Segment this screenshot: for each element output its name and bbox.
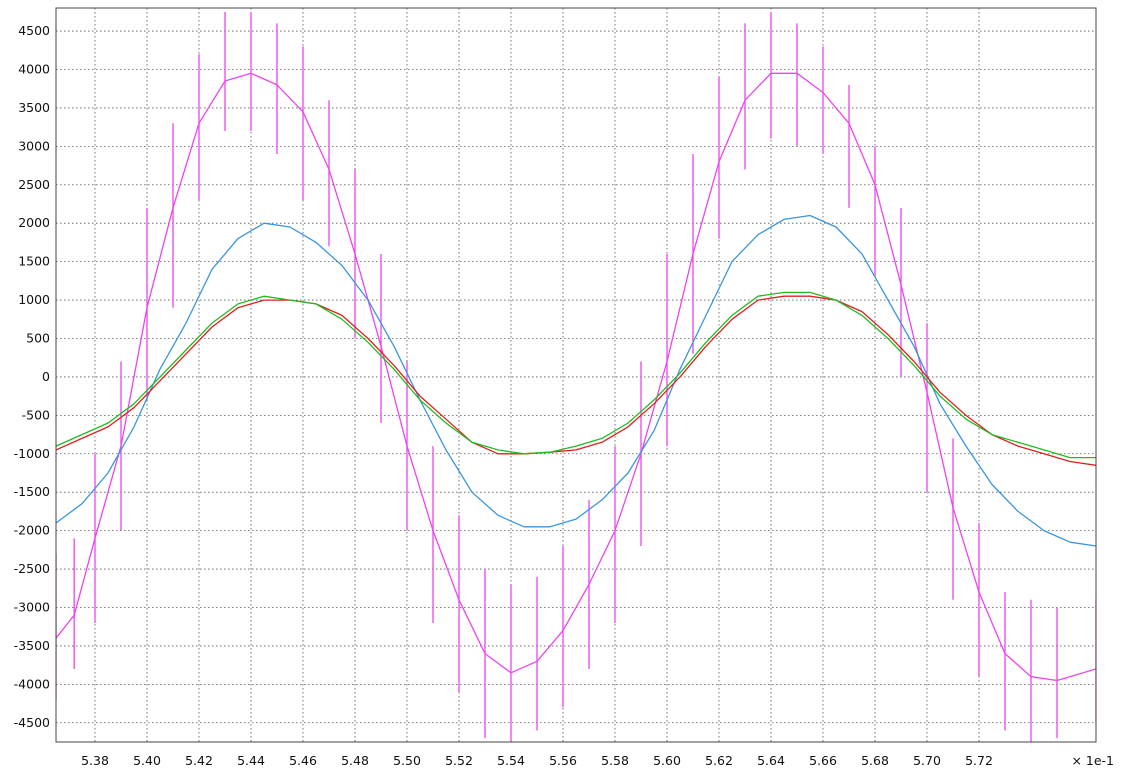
y-tick-label: -4500 <box>14 715 50 730</box>
series-red <box>56 295 1096 466</box>
y-tick-label: -2500 <box>14 561 50 576</box>
x-tick-label: 5.48 <box>341 753 369 768</box>
y-tick-label: -1000 <box>14 446 50 461</box>
x-tick-label: 5.68 <box>861 753 889 768</box>
series-green <box>56 291 1096 459</box>
y-tick-label: -500 <box>22 407 50 422</box>
x-tick-label: 5.54 <box>497 753 525 768</box>
y-tick-label: 500 <box>26 330 50 345</box>
y-tick-label: -3500 <box>14 638 50 653</box>
x-tick-label: 5.58 <box>601 753 629 768</box>
series-magenta <box>56 11 1096 742</box>
y-axis-ticks: 4500 4000 3500 3000 2500 2000 1500 1000 500 0 -500… <box>14 23 50 730</box>
y-tick-label: 3000 <box>18 138 50 153</box>
x-tick-label: 5.42 <box>185 753 213 768</box>
x-tick-label: 5.44 <box>237 753 265 768</box>
x-tick-label: 5.72 <box>965 753 993 768</box>
y-tick-label: 2000 <box>18 215 50 230</box>
x-tick-label: 5.46 <box>289 753 317 768</box>
x-tick-label: 5.50 <box>393 753 421 768</box>
plot-frame <box>55 7 1097 743</box>
x-tick-label: 5.62 <box>705 753 733 768</box>
series-line-blue <box>56 214 1096 547</box>
grid-lines <box>56 8 1096 742</box>
x-tick-label: 5.64 <box>757 753 785 768</box>
y-tick-label: 2500 <box>18 177 50 192</box>
y-tick-label: 0 <box>42 369 50 384</box>
series-line-green <box>56 291 1096 459</box>
y-tick-label: -2000 <box>14 523 50 538</box>
series-line-red <box>56 295 1096 466</box>
x-axis-ticks: 5.38 5.40 5.42 5.44 5.46 5.48 5.50 5.52 5.54 5.56… <box>81 753 993 768</box>
y-tick-label: 1500 <box>18 254 50 269</box>
x-tick-label: 5.66 <box>809 753 837 768</box>
x-tick-label: 5.40 <box>133 753 161 768</box>
x-tick-label: 5.52 <box>445 753 473 768</box>
y-tick-label: -3000 <box>14 599 50 614</box>
x-tick-label: 5.38 <box>81 753 109 768</box>
y-tick-label: 3500 <box>18 100 50 115</box>
y-tick-label: 4000 <box>18 61 50 76</box>
y-tick-label: 4500 <box>18 23 50 38</box>
y-tick-label: -4000 <box>14 676 50 691</box>
y-tick-label: 1000 <box>18 292 50 307</box>
x-tick-label: 5.70 <box>913 753 941 768</box>
y-tick-label: -1500 <box>14 484 50 499</box>
x-axis-multiplier-label: × 1e-1 <box>1071 753 1114 768</box>
series-blue <box>56 214 1096 547</box>
x-tick-label: 5.60 <box>653 753 681 768</box>
x-tick-label: 5.56 <box>549 753 577 768</box>
series-layer <box>56 11 1096 742</box>
